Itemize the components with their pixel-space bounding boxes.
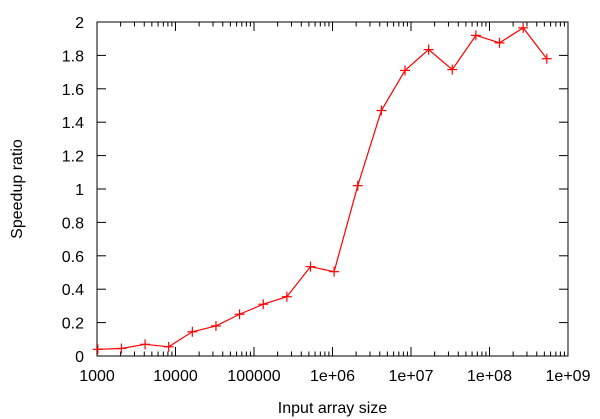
x-tick-label: 1000: [79, 368, 115, 385]
data-point-plus-marker: [92, 344, 103, 355]
plot-area-border: [96, 21, 569, 357]
series-layer: [92, 22, 552, 355]
y-tick-label: 0: [75, 349, 84, 366]
y-tick-label: 0.4: [62, 282, 84, 299]
x-axis-label: Input array size: [278, 400, 387, 417]
data-point-plus-marker: [352, 180, 363, 191]
data-point-plus-marker: [305, 261, 316, 272]
data-point-plus-marker: [470, 30, 481, 41]
series-line: [97, 27, 548, 350]
x-tick-label: 100000: [227, 368, 280, 385]
data-point-plus-marker: [518, 22, 529, 33]
data-point-plus-marker: [447, 64, 458, 75]
data-point-plus-marker: [163, 341, 174, 352]
y-tick-label: 1.2: [62, 149, 84, 166]
data-point-plus-marker: [234, 309, 245, 320]
x-tick-label: 1e+06: [310, 368, 355, 385]
data-point-plus-marker: [140, 339, 151, 350]
data-point-plus-marker: [329, 266, 340, 277]
y-tick-label: 1.8: [62, 48, 84, 65]
y-tick-label: 1: [75, 182, 84, 199]
y-axis-label: Speedup ratio: [9, 139, 26, 239]
y-tick-label: 2: [75, 15, 84, 32]
data-point-plus-marker: [258, 299, 269, 310]
plot-frame: [96, 21, 569, 357]
data-point-plus-marker: [187, 326, 198, 337]
data-point-plus-marker: [210, 320, 221, 331]
data-point-plus-marker: [116, 343, 127, 354]
x-axis: 1000 10000 100000 1e+06 1e+07 1e+08 1e+09: [79, 22, 591, 385]
data-point-plus-marker: [423, 44, 434, 55]
x-tick-label: 1e+09: [546, 368, 591, 385]
y-tick-label: 0.2: [62, 316, 84, 333]
x-tick-label: 1e+08: [467, 368, 512, 385]
x-tick-label: 1e+07: [389, 368, 434, 385]
y-tick-label: 0.6: [62, 249, 84, 266]
y-axis: 0 0.2 0.4 0.6 0.8 1 1.2 1.4 1.6 1.8 2: [62, 15, 568, 366]
data-point-plus-marker: [541, 53, 552, 64]
y-tick-label: 0.8: [62, 215, 84, 232]
y-tick-label: 1.6: [62, 82, 84, 99]
x-tick-label: 10000: [153, 368, 198, 385]
data-point-plus-marker: [400, 65, 411, 76]
data-point-plus-marker: [494, 37, 505, 48]
data-point-plus-marker: [281, 291, 292, 302]
data-point-plus-marker: [376, 105, 387, 116]
y-tick-label: 1.4: [62, 115, 84, 132]
